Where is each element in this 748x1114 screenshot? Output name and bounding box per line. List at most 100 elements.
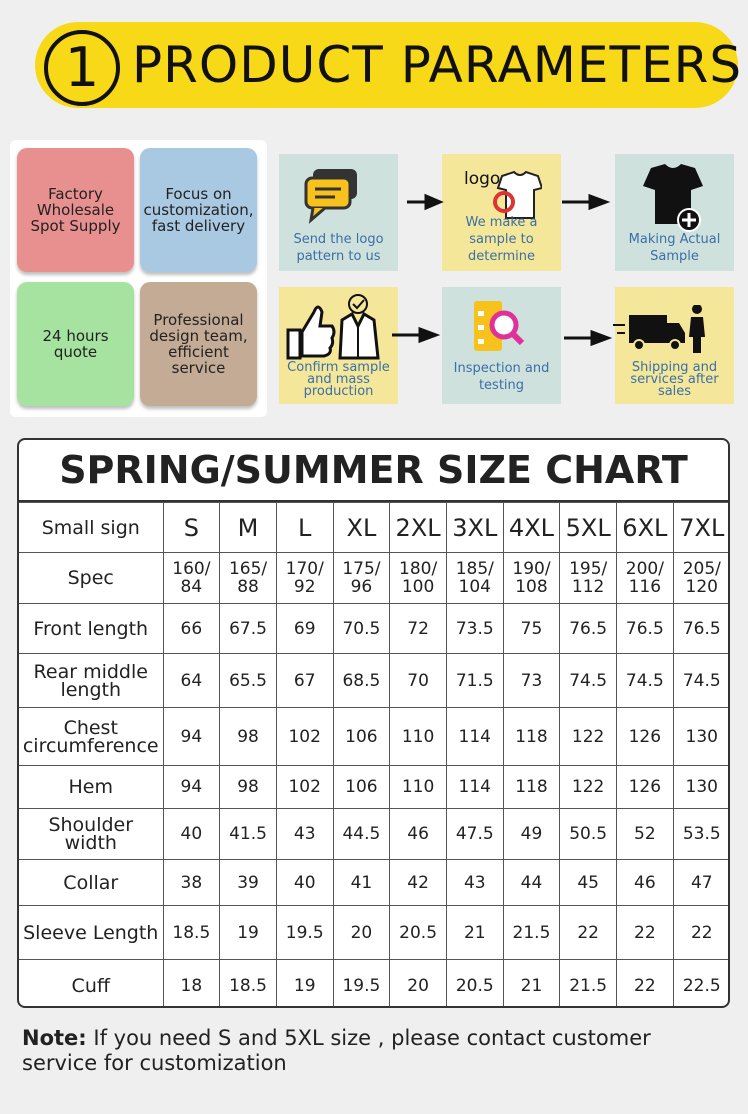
table-cell: 74.5	[559, 653, 617, 708]
table-cell: 21.5	[502, 905, 561, 960]
table-cell: 76.5	[672, 603, 728, 654]
row-label: Hem	[19, 765, 164, 809]
table-row: Shoulder width 40 41.5 43 44.5 46 47.5 49 50.5 52…	[19, 808, 728, 860]
table-cell: 69	[275, 603, 334, 654]
row-label: Collar	[19, 859, 164, 906]
table-cell: 22	[672, 905, 728, 960]
table-cell: 47.5	[445, 808, 504, 860]
table-cell: 49	[502, 808, 561, 860]
step-label: We make a sample to determine	[465, 215, 538, 264]
feature-panel: Factory Wholesale Spot Supply Focus on c…	[10, 140, 267, 417]
table-cell: 20.5	[389, 905, 447, 960]
size-label: S	[162, 502, 221, 553]
feature-card: Professional design team, efficient serv…	[140, 282, 257, 406]
table-cell: 98	[219, 765, 277, 809]
table-cell: 20	[332, 905, 391, 960]
table-cell: 200/116	[616, 552, 674, 604]
table-row: Rear middle length 64 65.5 67 68.5 70 71.5 73 74…	[19, 653, 728, 708]
size-label: M	[219, 502, 277, 553]
table-cell: 21.5	[559, 959, 617, 1006]
size-label: 7XL	[672, 502, 728, 553]
table-cell: 126	[616, 765, 674, 809]
table-cell: 65.5	[219, 653, 277, 708]
table-cell: 67.5	[219, 603, 277, 654]
feature-card: Factory Wholesale Spot Supply	[17, 148, 134, 272]
feature-card: 24 hours quote	[17, 282, 134, 406]
process-step: Making Actual Sample	[615, 154, 734, 271]
table-cell: 46	[389, 808, 447, 860]
table-cell: 22.5	[672, 959, 728, 1006]
table-cell: 41	[332, 859, 391, 906]
table-cell: 50.5	[559, 808, 617, 860]
header-title: PRODUCT PARAMETERS	[132, 36, 743, 94]
table-cell: 106	[332, 707, 391, 766]
table-cell: 38	[162, 859, 221, 906]
row-label: Spec	[19, 552, 164, 604]
table-cell: 130	[672, 765, 728, 809]
table-cell: 22	[616, 905, 674, 960]
icon	[613, 305, 705, 353]
table-cell: 43	[275, 808, 334, 860]
table-cell: 73.5	[445, 603, 504, 654]
size-label: 2XL	[389, 502, 447, 553]
table-cell: 21	[445, 905, 504, 960]
note-text: If you need S and 5XL size , please cont…	[22, 1026, 651, 1075]
process-step: Send the logo pattern to us	[279, 154, 398, 271]
table-cell: 20.5	[445, 959, 504, 1006]
process-step: logo We make a sample to determine	[442, 154, 561, 271]
table-cell: 110	[389, 707, 447, 766]
size-label: 4XL	[502, 502, 561, 553]
table-cell: 130	[672, 707, 728, 766]
note: Note: If you need S and 5XL size , pleas…	[22, 1026, 732, 1076]
row-label: Sleeve Length	[19, 905, 164, 960]
table-row: Small sign S M L XL 2XL 3XL 4XL 5XL 6XL 7XL	[19, 502, 728, 553]
table-cell: 43	[445, 859, 504, 906]
table-cell: 71.5	[445, 653, 504, 708]
row-label: Cuff	[19, 959, 164, 1006]
table-cell: 110	[389, 765, 447, 809]
process-step: Confirm sample and mass production	[279, 287, 398, 404]
size-label: XL	[332, 502, 391, 553]
table-cell: 66	[162, 603, 221, 654]
icon-text: logo	[464, 169, 500, 189]
table-cell: 73	[502, 653, 561, 708]
table-cell: 44	[502, 859, 561, 906]
table-cell: 180/100	[389, 552, 447, 604]
table-cell: 94	[162, 707, 221, 766]
size-label: L	[275, 502, 334, 553]
table-row: Hem 94 98 102 106 110 114 118 122 126 130	[19, 765, 728, 809]
row-label: Rear middle length	[19, 653, 164, 708]
table-row: Collar 38 39 40 41 42 43 44 45 46 47	[19, 859, 728, 906]
table-cell: 122	[559, 707, 617, 766]
table-cell: 45	[559, 859, 617, 906]
table-cell: 47	[672, 859, 728, 906]
table-cell: 41.5	[219, 808, 277, 860]
table-cell: 185/104	[445, 552, 504, 604]
step-label: Send the logo pattern to us	[293, 232, 384, 264]
table-cell: 21	[502, 959, 561, 1006]
table-cell: 160/84	[162, 552, 221, 604]
table-cell: 76.5	[616, 603, 674, 654]
table-row: Sleeve Length 18.5 19 19.5 20 20.5 21 21.5 22 22 2…	[19, 905, 728, 960]
table-cell: 22	[559, 905, 617, 960]
table-cell: 40	[275, 859, 334, 906]
table-cell: 20	[389, 959, 447, 1006]
table-cell: 72	[389, 603, 447, 654]
process-step: Inspection and testing	[442, 287, 561, 404]
row-label: Front length	[19, 603, 164, 654]
table-cell: 22	[616, 959, 674, 1006]
table-cell: 126	[616, 707, 674, 766]
table-cell: 67	[275, 653, 334, 708]
table-cell: 19	[219, 905, 277, 960]
header-number: 1	[44, 30, 120, 106]
table-cell: 75	[502, 603, 561, 654]
table-cell: 53.5	[672, 808, 728, 860]
table-cell: 98	[219, 707, 277, 766]
feature-card: Focus on customization, fast delivery	[140, 148, 257, 272]
table-cell: 94	[162, 765, 221, 809]
step-label: Making Actual Sample	[628, 232, 721, 264]
icon	[643, 164, 703, 232]
table-cell: 170/92	[275, 552, 334, 604]
icon	[286, 294, 380, 360]
